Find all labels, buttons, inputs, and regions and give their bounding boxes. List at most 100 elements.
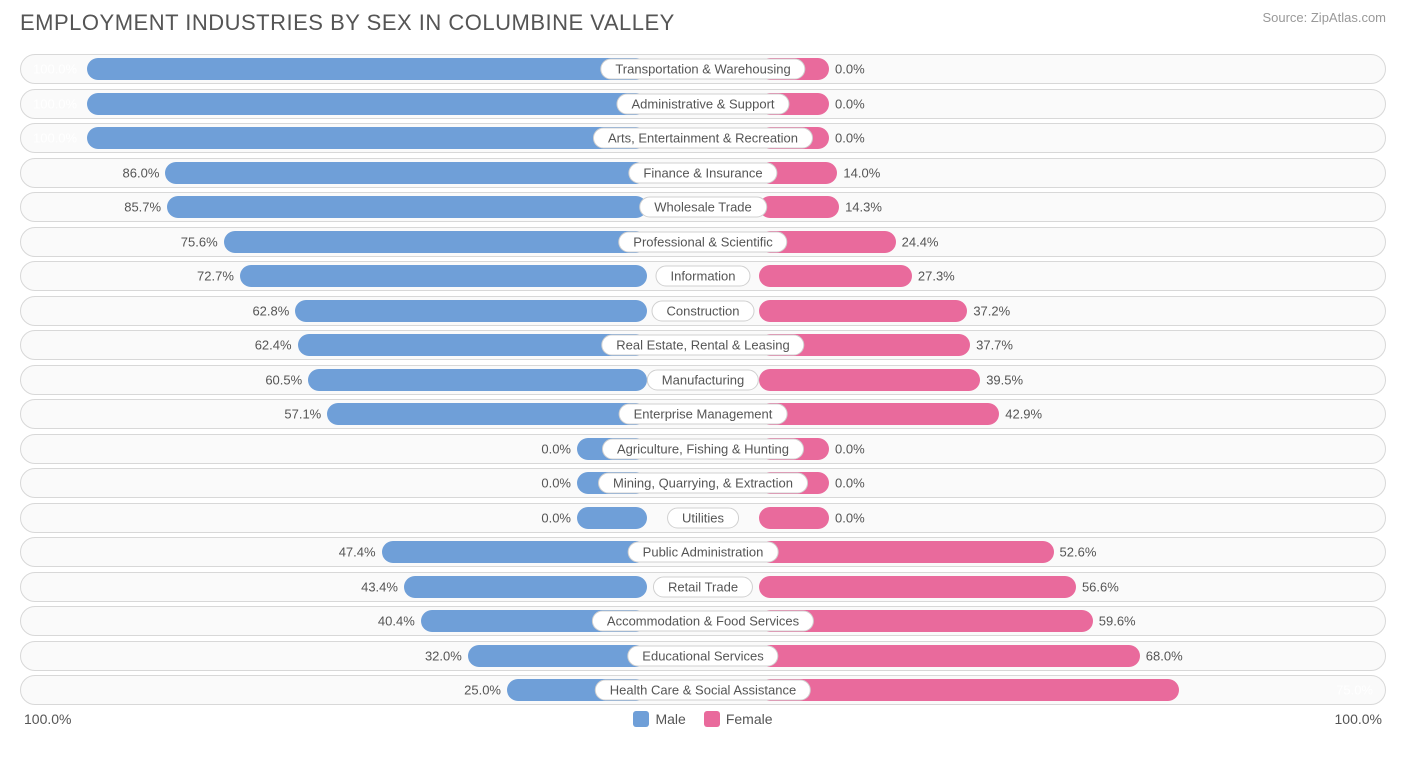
- value-label-male: 100.0%: [33, 62, 77, 77]
- chart-title: EMPLOYMENT INDUSTRIES BY SEX IN COLUMBIN…: [20, 10, 675, 36]
- chart-row: 100.0% 0.0% Transportation & Warehousing: [20, 54, 1386, 84]
- value-label-female: 14.0%: [843, 165, 880, 180]
- value-label-male: 32.0%: [425, 648, 462, 663]
- category-label: Finance & Insurance: [628, 162, 777, 183]
- legend-item-female: Female: [704, 711, 773, 727]
- bar-male: [240, 265, 647, 287]
- value-label-female: 39.5%: [986, 372, 1023, 387]
- bar-male: [87, 58, 647, 80]
- bar-male: [224, 231, 647, 253]
- value-label-female: 0.0%: [835, 96, 865, 111]
- bar-female: [759, 369, 980, 391]
- value-label-male: 100.0%: [33, 131, 77, 146]
- bar-male: [295, 300, 647, 322]
- chart-row: 57.1% 42.9% Enterprise Management: [20, 399, 1386, 429]
- legend-label-male: Male: [655, 711, 685, 727]
- category-label: Information: [655, 266, 750, 287]
- bar-male: [577, 507, 647, 529]
- category-label: Real Estate, Rental & Leasing: [601, 335, 804, 356]
- bar-female: [759, 403, 999, 425]
- chart-footer: 100.0% Male Female 100.0%: [20, 711, 1386, 727]
- category-label: Utilities: [667, 507, 739, 528]
- chart-row: 32.0% 68.0% Educational Services: [20, 641, 1386, 671]
- chart-row: 25.0% 75.0% Health Care & Social Assistanc…: [20, 675, 1386, 705]
- value-label-female: 56.6%: [1082, 579, 1119, 594]
- diverging-bar-chart: 100.0%0.0%Transportation & Warehousing10…: [20, 54, 1386, 705]
- category-label: Accommodation & Food Services: [592, 611, 814, 632]
- header: EMPLOYMENT INDUSTRIES BY SEX IN COLUMBIN…: [20, 10, 1386, 36]
- value-label-female: 37.7%: [976, 338, 1013, 353]
- source-label: Source: ZipAtlas.com: [1262, 10, 1386, 25]
- chart-row: 62.8%37.2%Construction: [20, 296, 1386, 326]
- value-label-female: 0.0%: [835, 510, 865, 525]
- value-label-male: 0.0%: [541, 441, 571, 456]
- legend-label-female: Female: [726, 711, 773, 727]
- bar-female: [759, 265, 912, 287]
- category-label: Educational Services: [627, 645, 778, 666]
- value-label-female: 0.0%: [835, 62, 865, 77]
- value-label-male: 57.1%: [284, 407, 321, 422]
- value-label-male: 62.4%: [255, 338, 292, 353]
- value-label-female: 68.0%: [1146, 648, 1183, 663]
- value-label-male: 40.4%: [378, 614, 415, 629]
- value-label-male: 62.8%: [252, 303, 289, 318]
- value-label-female: 59.6%: [1099, 614, 1136, 629]
- bar-male: [468, 645, 647, 667]
- chart-row: 100.0% 0.0% Administrative & Support: [20, 89, 1386, 119]
- category-label: Public Administration: [628, 542, 779, 563]
- category-label: Health Care & Social Assistance: [595, 680, 811, 701]
- swatch-female: [704, 711, 720, 727]
- bar-female: [759, 196, 839, 218]
- bar-male: [167, 196, 647, 218]
- value-label-female: 24.4%: [902, 234, 939, 249]
- chart-row: 43.4%56.6%Retail Trade: [20, 572, 1386, 602]
- value-label-female: 0.0%: [835, 441, 865, 456]
- value-label-male: 100.0%: [33, 96, 77, 111]
- category-label: Administrative & Support: [616, 93, 789, 114]
- value-label-male: 60.5%: [265, 372, 302, 387]
- category-label: Professional & Scientific: [618, 231, 787, 252]
- legend-item-male: Male: [633, 711, 685, 727]
- chart-row: 40.4% 59.6% Accommodation & Food Services: [20, 606, 1386, 636]
- chart-row: 86.0%14.0%Finance & Insurance: [20, 158, 1386, 188]
- value-label-female: 0.0%: [835, 476, 865, 491]
- bar-female: [759, 300, 967, 322]
- category-label: Transportation & Warehousing: [600, 59, 805, 80]
- value-label-male: 0.0%: [541, 510, 571, 525]
- value-label-female: 37.2%: [973, 303, 1010, 318]
- value-label-female: 52.6%: [1060, 545, 1097, 560]
- value-label-male: 85.7%: [124, 200, 161, 215]
- bar-male: [382, 541, 647, 563]
- value-label-female: 75.0%: [1336, 683, 1373, 698]
- axis-left-label: 100.0%: [24, 711, 71, 727]
- bar-male: [87, 93, 647, 115]
- swatch-male: [633, 711, 649, 727]
- bar-female: [759, 507, 829, 529]
- chart-row: 0.0% 0.0% Utilities: [20, 503, 1386, 533]
- value-label-female: 14.3%: [845, 200, 882, 215]
- bar-male: [404, 576, 647, 598]
- bar-female: [759, 541, 1054, 563]
- chart-row: 85.7% 14.3% Wholesale Trade: [20, 192, 1386, 222]
- category-label: Wholesale Trade: [639, 197, 767, 218]
- value-label-male: 25.0%: [464, 683, 501, 698]
- bar-female: [759, 645, 1140, 667]
- bar-male: [308, 369, 647, 391]
- category-label: Enterprise Management: [619, 404, 788, 425]
- value-label-female: 42.9%: [1005, 407, 1042, 422]
- chart-row: 0.0% 0.0% Agriculture, Fishing & Hunting: [20, 434, 1386, 464]
- category-label: Retail Trade: [653, 576, 753, 597]
- bar-male: [298, 334, 647, 356]
- chart-row: 62.4% 37.7% Real Estate, Rental & Leasing: [20, 330, 1386, 360]
- chart-row: 100.0%0.0%Arts, Entertainment & Recreati…: [20, 123, 1386, 153]
- chart-row: 47.4%52.6%Public Administration: [20, 537, 1386, 567]
- bar-male: [327, 403, 647, 425]
- value-label-female: 0.0%: [835, 131, 865, 146]
- bar-female: [759, 679, 1179, 701]
- value-label-male: 75.6%: [181, 234, 218, 249]
- category-label: Agriculture, Fishing & Hunting: [602, 438, 804, 459]
- legend: Male Female: [633, 711, 772, 727]
- chart-row: 0.0%0.0%Mining, Quarrying, & Extraction: [20, 468, 1386, 498]
- bar-male: [87, 127, 647, 149]
- bar-female: [759, 576, 1076, 598]
